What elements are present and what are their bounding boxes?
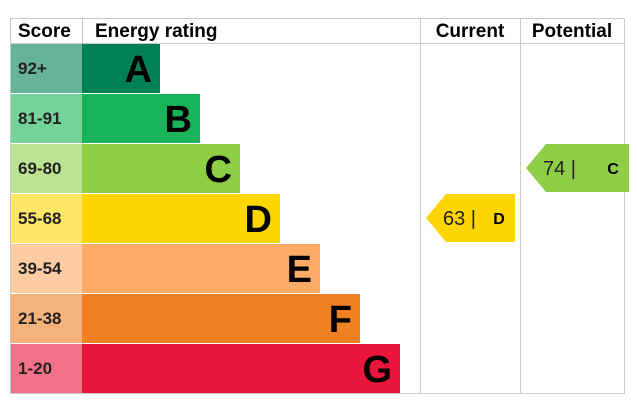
potential-rating-letter: C bbox=[607, 161, 619, 178]
score-range-b: 81-91 bbox=[18, 109, 61, 128]
current-rating-value: 63 | bbox=[443, 208, 476, 230]
chart-border bbox=[10, 18, 625, 394]
rating-bar-g bbox=[82, 344, 400, 393]
current-rating-arrow bbox=[426, 194, 515, 242]
score-range-g: 1-20 bbox=[18, 359, 52, 378]
current-rating-letter: D bbox=[493, 211, 505, 228]
rating-bar-e bbox=[82, 244, 320, 293]
score-cell-e bbox=[11, 244, 82, 293]
score-cell-f bbox=[11, 294, 82, 343]
score-range-f: 21-38 bbox=[18, 309, 61, 328]
potential-header: Potential bbox=[532, 21, 612, 42]
score-range-c: 69-80 bbox=[18, 159, 61, 178]
rating-bar-a bbox=[82, 44, 160, 93]
score-cell-b bbox=[11, 94, 82, 143]
rating-bands: 92+ A 81-91 B 69-80 C 55-68 D 39-54 E 21-38 F 1-20 G bbox=[11, 44, 400, 393]
score-cell-g bbox=[11, 344, 82, 393]
energy-rating-header: Energy rating bbox=[95, 21, 217, 42]
rating-bar-d bbox=[82, 194, 280, 243]
rating-indicators: 63 | D 74 | C bbox=[426, 144, 629, 242]
header-row: Score Energy rating Current Potential bbox=[18, 21, 612, 42]
score-cell-d bbox=[11, 194, 82, 243]
score-range-a: 92+ bbox=[18, 59, 47, 78]
rating-letter-f: F bbox=[329, 299, 352, 341]
score-header: Score bbox=[18, 21, 71, 42]
rating-letter-e: E bbox=[287, 249, 312, 291]
current-header: Current bbox=[436, 21, 505, 42]
rating-bar-f bbox=[82, 294, 360, 343]
potential-rating-value: 74 | bbox=[543, 158, 576, 180]
score-cell-c bbox=[11, 144, 82, 193]
rating-letter-c: C bbox=[205, 149, 232, 191]
score-cell-a bbox=[11, 44, 82, 93]
rating-bar-b bbox=[82, 94, 200, 143]
rating-letter-a: A bbox=[125, 49, 152, 91]
rating-letter-d: D bbox=[245, 199, 272, 241]
potential-rating-arrow bbox=[526, 144, 629, 192]
score-range-e: 39-54 bbox=[18, 259, 62, 278]
score-range-d: 55-68 bbox=[18, 209, 61, 228]
rating-letter-b: B bbox=[165, 99, 192, 141]
rating-letter-g: G bbox=[362, 349, 392, 391]
rating-bar-c bbox=[82, 144, 240, 193]
